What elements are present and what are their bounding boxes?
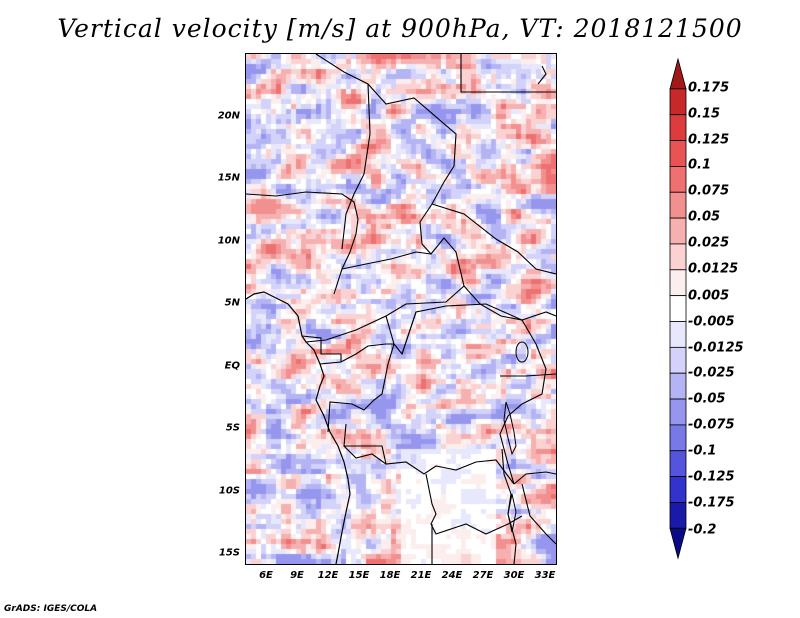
lon-label-9e: 9E bbox=[290, 570, 304, 581]
colorbar-label: -0.175 bbox=[688, 495, 735, 511]
border-line bbox=[537, 65, 547, 85]
lon-label-21e: 21E bbox=[410, 570, 432, 581]
colorbar-label: 0.1 bbox=[688, 157, 712, 173]
plot-title: Vertical velocity [m/s] at 900hPa, VT: 2… bbox=[57, 14, 743, 43]
border-line bbox=[521, 483, 556, 545]
coastline bbox=[246, 291, 351, 564]
lat-label-10n: 10N bbox=[217, 235, 240, 247]
colorbar-segment bbox=[669, 372, 687, 400]
colorbar-label: 0.025 bbox=[688, 235, 730, 251]
colorbar-segment bbox=[669, 295, 687, 322]
border-line bbox=[385, 311, 417, 356]
lon-label-15e: 15E bbox=[348, 570, 370, 581]
colorbar bbox=[669, 57, 687, 560]
colorbar-segment bbox=[669, 502, 687, 529]
border-line bbox=[431, 203, 556, 275]
colorbar-label: -0.075 bbox=[688, 417, 735, 433]
colorbar-label: -0.005 bbox=[688, 314, 735, 330]
colorbar-label: -0.025 bbox=[688, 365, 735, 381]
colorbar-label: -0.0125 bbox=[688, 340, 744, 356]
colorbar-segment bbox=[669, 269, 687, 297]
lon-label-6e: 6E bbox=[259, 570, 273, 581]
border-line bbox=[343, 423, 515, 485]
colorbar-segment bbox=[669, 217, 687, 245]
lat-label-20n: 20N bbox=[217, 110, 240, 122]
colorbar-label: -0.2 bbox=[688, 522, 717, 538]
colorbar-segment bbox=[669, 450, 687, 478]
border-line bbox=[305, 285, 465, 343]
colorbar-label: -0.125 bbox=[688, 469, 735, 485]
border-line bbox=[500, 373, 556, 377]
colorbar-segment bbox=[669, 527, 687, 560]
colorbar-label: 0.125 bbox=[688, 132, 730, 148]
colorbar-segment bbox=[669, 424, 687, 452]
lon-label-27e: 27E bbox=[472, 570, 494, 581]
colorbar-label: 0.15 bbox=[688, 106, 721, 122]
border-line bbox=[301, 335, 342, 362]
lat-label-5n: 5N bbox=[224, 297, 240, 309]
colorbar-label: -0.1 bbox=[688, 443, 717, 459]
colorbar-segment bbox=[669, 191, 687, 219]
border-line bbox=[513, 471, 556, 485]
colorbar-label: 0.0125 bbox=[688, 261, 739, 277]
colorbar-segment bbox=[669, 346, 687, 374]
border-line bbox=[341, 251, 432, 270]
colorbar-segment bbox=[669, 476, 687, 503]
border-line bbox=[425, 473, 523, 535]
border-line bbox=[246, 191, 359, 295]
colorbar-segment bbox=[669, 243, 687, 271]
lat-label-15n: 15N bbox=[217, 172, 240, 184]
lon-label-24e: 24E bbox=[441, 570, 463, 581]
colorbar-segment bbox=[669, 57, 687, 90]
country-borders bbox=[246, 54, 556, 564]
lat-label-5s: 5S bbox=[225, 422, 240, 434]
border-line bbox=[327, 343, 395, 433]
lon-label-18e: 18E bbox=[379, 570, 401, 581]
border-line bbox=[499, 343, 547, 485]
colorbar-label: 0.005 bbox=[688, 288, 730, 304]
lake-malawi bbox=[507, 493, 517, 533]
lon-label-30e: 30E bbox=[503, 570, 525, 581]
colorbar-segment bbox=[669, 321, 687, 348]
border-line bbox=[315, 54, 556, 321]
border-line bbox=[341, 83, 371, 250]
lon-label-33e: 33E bbox=[534, 570, 556, 581]
colorbar-label: 0.175 bbox=[688, 80, 730, 96]
border-line bbox=[401, 303, 537, 355]
border-line bbox=[460, 54, 556, 93]
colorbar-label: 0.05 bbox=[688, 209, 721, 225]
velocity-field bbox=[246, 54, 556, 564]
colorbar-label: 0.075 bbox=[688, 183, 730, 199]
lake-victoria bbox=[515, 341, 529, 363]
colorbar-segment bbox=[669, 114, 687, 141]
border-line bbox=[344, 445, 387, 465]
map-panel bbox=[245, 53, 557, 565]
lat-label-15s: 15S bbox=[218, 547, 240, 559]
lat-label-eq: EQ bbox=[224, 360, 240, 372]
colorbar-label: -0.05 bbox=[688, 391, 726, 407]
lake-tanganyika bbox=[503, 401, 517, 456]
colorbar-segment bbox=[669, 88, 687, 116]
colorbar-segment bbox=[669, 166, 687, 193]
footer-credit: GrADS: IGES/COLA bbox=[4, 604, 98, 614]
colorbar-segment bbox=[669, 140, 687, 167]
colorbar-segment bbox=[669, 398, 687, 426]
border-line bbox=[319, 343, 394, 365]
lat-label-10s: 10S bbox=[218, 485, 240, 497]
lon-label-12e: 12E bbox=[317, 570, 339, 581]
